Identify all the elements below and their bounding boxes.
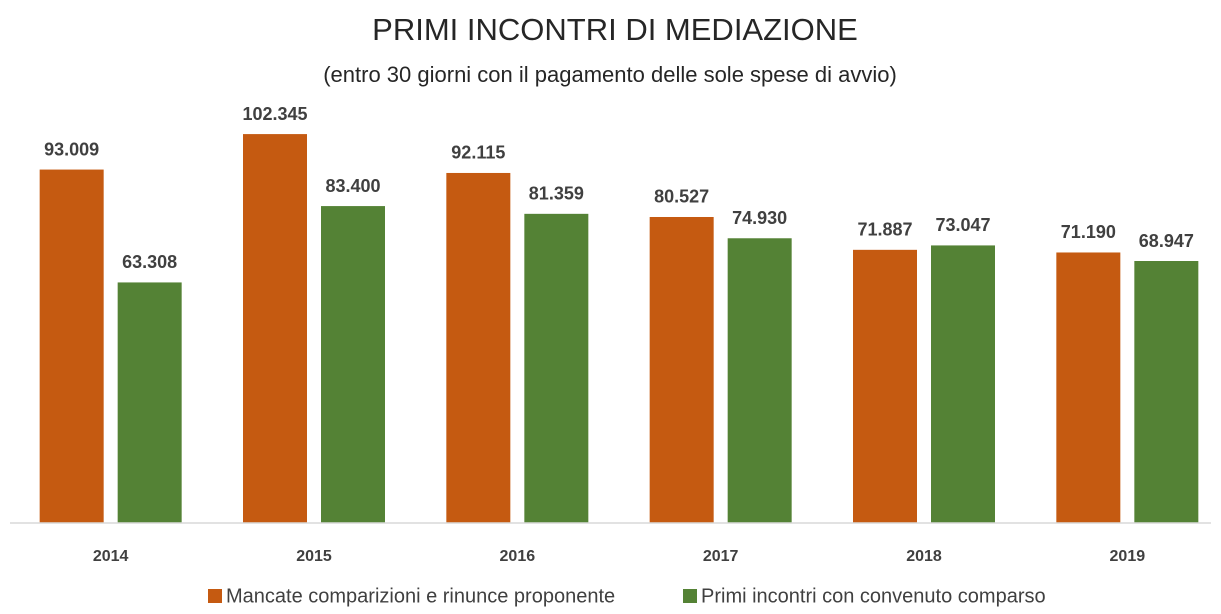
bar xyxy=(727,238,792,524)
bar xyxy=(1056,252,1121,523)
data-label: 80.527 xyxy=(654,187,709,207)
bar xyxy=(1134,261,1199,523)
chart-subtitle: (entro 30 giorni con il pagamento delle … xyxy=(323,62,897,87)
legend-label: Mancate comparizioni e rinunce proponent… xyxy=(226,585,615,607)
legend-label: Primi incontri con convenuto comparso xyxy=(701,585,1046,607)
bar xyxy=(243,134,307,524)
data-label: 63.308 xyxy=(122,252,177,272)
bar xyxy=(321,206,385,523)
bar xyxy=(117,282,182,523)
data-label: 81.359 xyxy=(529,184,584,204)
bar xyxy=(853,249,917,523)
bar xyxy=(931,245,995,524)
data-label: 83.400 xyxy=(325,176,380,196)
data-label: 74.930 xyxy=(732,208,787,228)
chart-title: PRIMI INCONTRI DI MEDIAZIONE xyxy=(372,12,858,47)
bar xyxy=(649,216,714,523)
bar xyxy=(39,169,104,523)
x-tick-label: 2015 xyxy=(296,548,332,565)
bar xyxy=(524,213,589,523)
x-tick-label: 2018 xyxy=(906,548,942,565)
data-label: 93.009 xyxy=(44,139,99,159)
x-tick-label: 2017 xyxy=(703,548,739,565)
data-label: 73.047 xyxy=(935,215,990,235)
data-label: 71.887 xyxy=(857,220,912,240)
bar xyxy=(446,172,511,523)
data-label: 71.190 xyxy=(1061,222,1116,242)
data-label: 68.947 xyxy=(1139,231,1194,251)
data-label: 102.345 xyxy=(242,104,307,124)
legend-swatch xyxy=(683,589,697,603)
x-tick-label: 2016 xyxy=(500,548,536,565)
x-tick-label: 2019 xyxy=(1110,548,1146,565)
legend-swatch xyxy=(208,589,222,603)
data-label: 92.115 xyxy=(451,143,505,163)
x-tick-label: 2014 xyxy=(93,548,129,565)
